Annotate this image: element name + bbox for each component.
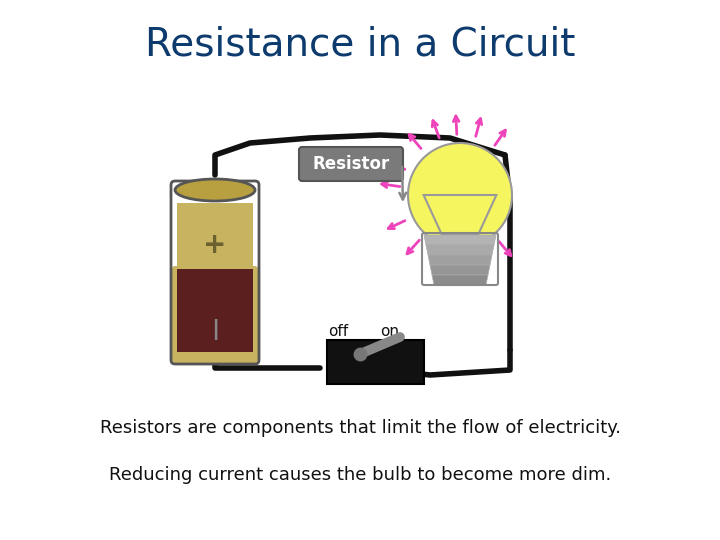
Text: +: + bbox=[203, 231, 227, 259]
Text: on: on bbox=[380, 323, 400, 339]
FancyBboxPatch shape bbox=[172, 266, 258, 363]
Circle shape bbox=[408, 143, 512, 247]
Polygon shape bbox=[424, 235, 496, 245]
Text: Resistors are components that limit the flow of electricity.: Resistors are components that limit the … bbox=[99, 419, 621, 437]
Ellipse shape bbox=[175, 179, 255, 201]
Polygon shape bbox=[432, 275, 488, 285]
FancyBboxPatch shape bbox=[327, 340, 424, 384]
Polygon shape bbox=[430, 265, 490, 275]
FancyBboxPatch shape bbox=[299, 147, 403, 181]
Text: Resistor: Resistor bbox=[312, 155, 390, 173]
Text: Reducing current causes the bulb to become more dim.: Reducing current causes the bulb to beco… bbox=[109, 466, 611, 484]
Text: Resistance in a Circuit: Resistance in a Circuit bbox=[145, 26, 575, 64]
Text: |: | bbox=[211, 320, 219, 341]
Polygon shape bbox=[428, 255, 492, 265]
Polygon shape bbox=[177, 203, 253, 269]
Polygon shape bbox=[177, 269, 253, 352]
Polygon shape bbox=[423, 195, 496, 235]
Text: off: off bbox=[328, 323, 348, 339]
Polygon shape bbox=[426, 245, 494, 255]
